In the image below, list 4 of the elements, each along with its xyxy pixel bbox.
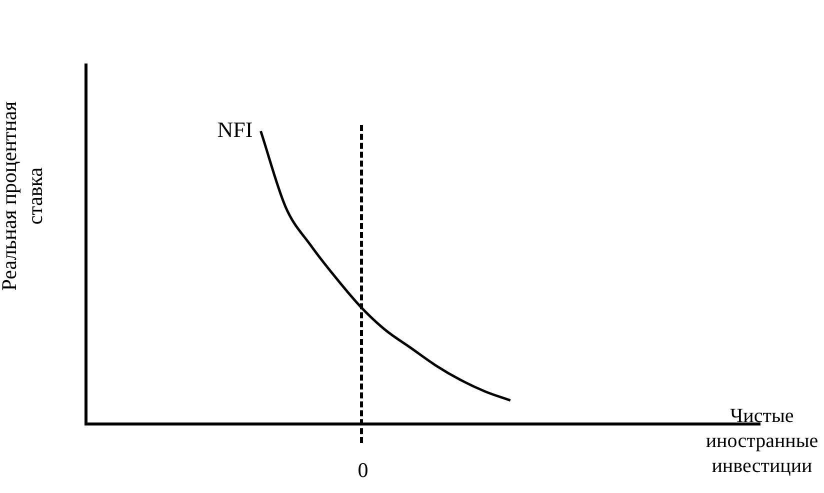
x-axis-title: Чистые иностранные инвестиции [704,404,820,479]
text: 0 [356,458,370,482]
series-label: NFI [217,116,253,142]
y-axis-title: Реальная процентная ставка [0,100,48,293]
